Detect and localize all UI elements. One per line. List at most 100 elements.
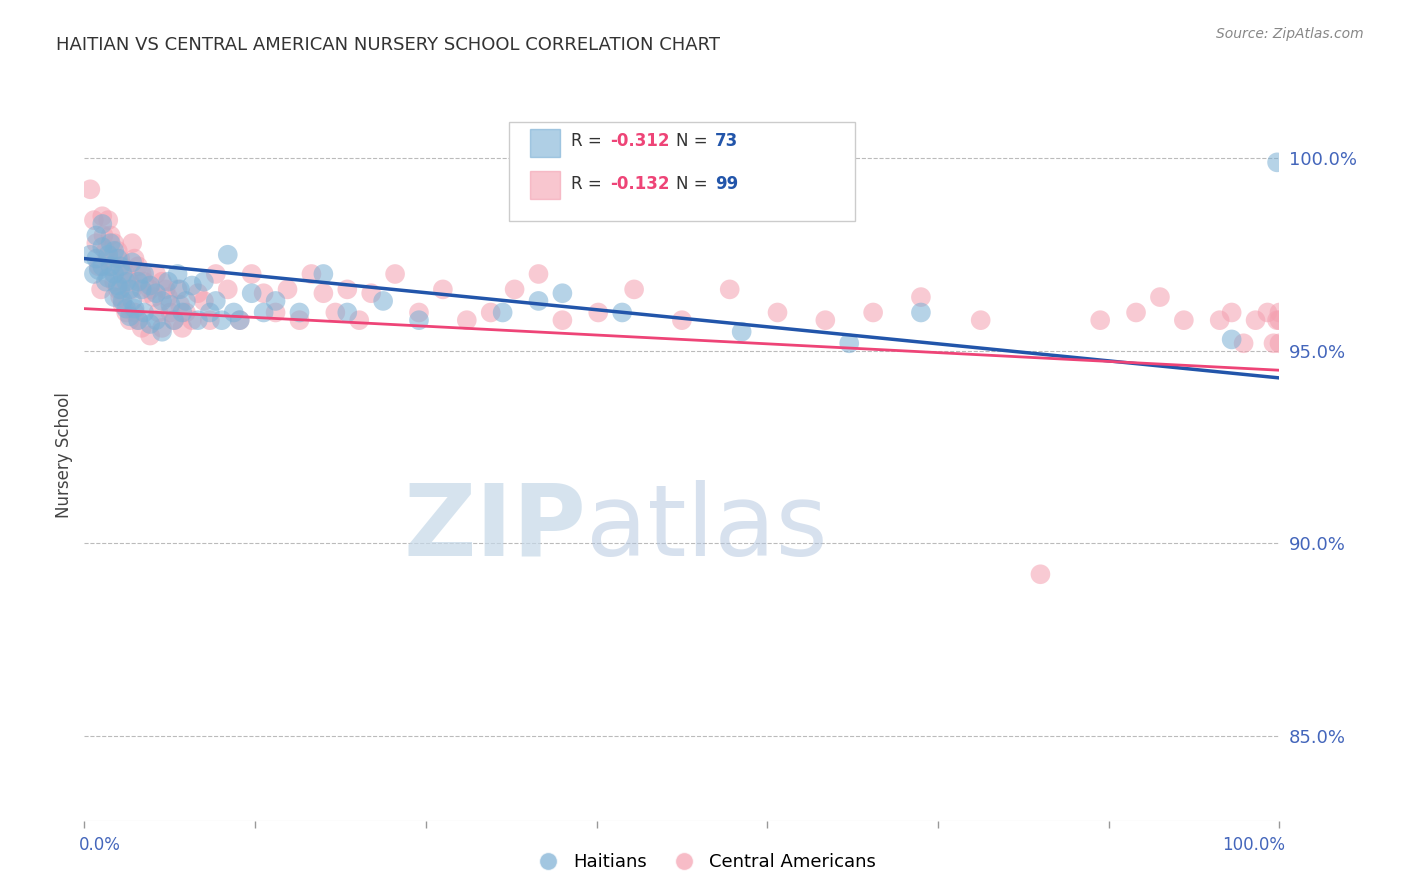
Point <box>145 286 167 301</box>
Point <box>111 293 134 308</box>
Point <box>103 275 125 289</box>
Point <box>97 270 120 285</box>
Point <box>336 305 359 319</box>
Point <box>103 267 125 281</box>
Point <box>1268 305 1291 319</box>
Point <box>91 209 114 223</box>
Point <box>1268 313 1291 327</box>
Point <box>145 313 167 327</box>
Bar <box>530 129 560 157</box>
Point <box>127 313 149 327</box>
Point <box>124 252 146 266</box>
Point <box>456 313 478 327</box>
Point <box>1263 336 1285 351</box>
Point <box>172 321 194 335</box>
Point <box>205 293 228 308</box>
Point <box>97 248 120 262</box>
Text: R =: R = <box>571 132 607 150</box>
Point <box>83 267 105 281</box>
Point <box>229 313 252 327</box>
Point <box>100 228 122 243</box>
Text: atlas: atlas <box>586 480 828 576</box>
Point <box>155 282 177 296</box>
Point <box>612 305 634 319</box>
Point <box>115 267 138 281</box>
Point <box>107 244 129 258</box>
Point <box>862 305 884 319</box>
Point <box>93 228 115 243</box>
Point <box>910 290 932 304</box>
Point <box>264 305 287 319</box>
Point <box>94 275 117 289</box>
Point <box>588 305 610 319</box>
Y-axis label: Nursery School: Nursery School <box>55 392 73 518</box>
Point <box>240 286 263 301</box>
Point <box>222 305 245 319</box>
Point <box>118 313 141 327</box>
Point <box>373 293 395 308</box>
Point <box>731 325 754 339</box>
Text: N =: N = <box>676 175 713 193</box>
Point <box>325 305 347 319</box>
Point <box>124 305 146 319</box>
Point <box>115 301 138 316</box>
Point <box>1220 305 1243 319</box>
Point <box>110 282 132 296</box>
Point <box>91 240 114 254</box>
Point <box>159 298 181 312</box>
Point <box>288 305 311 319</box>
Point <box>100 260 122 274</box>
Point <box>349 313 371 327</box>
Point <box>1173 313 1195 327</box>
Point <box>527 267 550 281</box>
Point <box>838 336 860 351</box>
Point <box>86 236 108 251</box>
Point <box>163 313 186 327</box>
Point <box>1149 290 1171 304</box>
Point <box>623 282 645 296</box>
Point <box>503 282 526 296</box>
Text: -0.132: -0.132 <box>610 175 669 193</box>
Point <box>253 286 276 301</box>
Point <box>103 290 125 304</box>
Point <box>181 278 204 293</box>
Point <box>91 217 114 231</box>
Point <box>1265 155 1288 169</box>
Point <box>111 260 134 274</box>
Text: -0.312: -0.312 <box>610 132 669 150</box>
Point <box>86 252 108 266</box>
Point <box>229 313 252 327</box>
Point <box>187 286 209 301</box>
Point <box>193 293 215 308</box>
Point <box>1268 336 1291 351</box>
Text: ZIP: ZIP <box>404 480 586 576</box>
Point <box>1233 336 1256 351</box>
Point <box>1125 305 1147 319</box>
Point <box>169 282 191 296</box>
Point <box>718 282 741 296</box>
Point <box>277 282 299 296</box>
Point <box>211 313 233 327</box>
Point <box>166 267 188 281</box>
Point <box>187 313 209 327</box>
Point <box>100 260 122 274</box>
Point <box>174 293 197 308</box>
Point <box>1090 313 1112 327</box>
Point <box>118 282 141 296</box>
Point <box>103 236 125 251</box>
Point <box>97 213 120 227</box>
Point <box>131 321 153 335</box>
Point <box>217 248 239 262</box>
Point <box>1257 305 1279 319</box>
Point <box>301 267 323 281</box>
Point <box>336 282 359 296</box>
Point <box>240 267 263 281</box>
Point <box>131 267 153 281</box>
Point <box>671 313 693 327</box>
Point <box>127 313 149 327</box>
Point <box>97 252 120 266</box>
Point <box>115 305 138 319</box>
Point <box>107 282 129 296</box>
Text: 0.0%: 0.0% <box>79 836 121 854</box>
Point <box>107 252 129 266</box>
